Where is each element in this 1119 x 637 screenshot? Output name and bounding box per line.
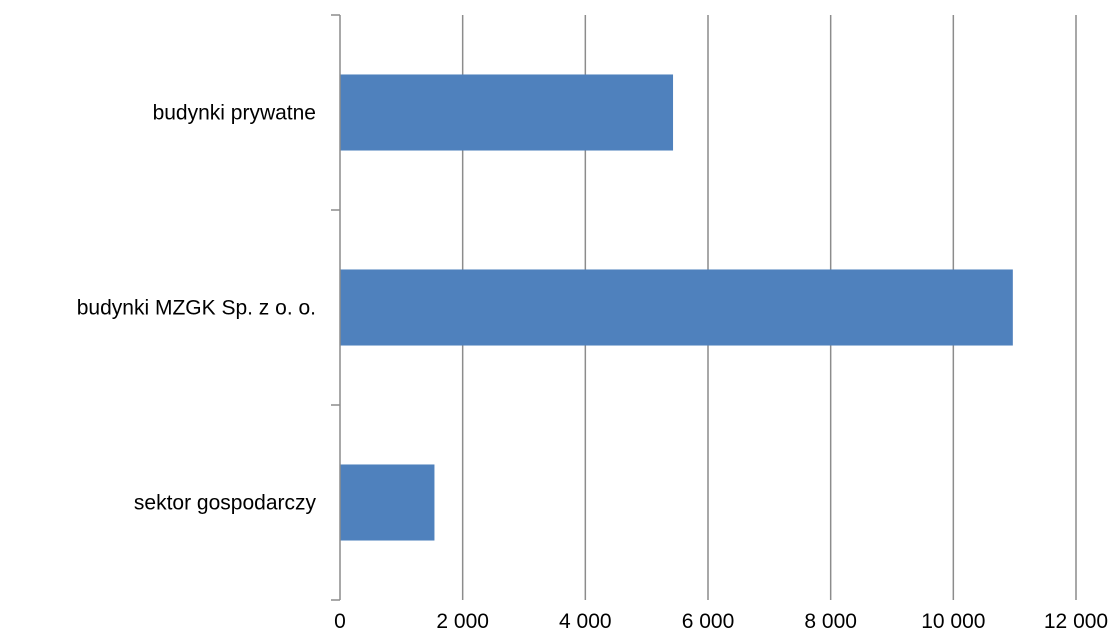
x-axis-tick-labels: 0 2 000 4 000 6 000 8 000 10 000 12 000 xyxy=(334,610,1108,633)
x-tick-label: 12 000 xyxy=(1044,610,1108,633)
category-labels: budynki prywatne budynki MZGK Sp. z o. o.… xyxy=(77,102,317,515)
x-tick-label: 6 000 xyxy=(682,610,735,633)
y-axis xyxy=(331,14,341,601)
bar xyxy=(340,74,674,151)
category-label: sektor gospodarczy xyxy=(134,492,317,515)
x-tick-label: 4 000 xyxy=(559,610,612,633)
bars xyxy=(340,74,1013,541)
x-tick-label: 0 xyxy=(334,610,346,633)
bar xyxy=(340,464,435,541)
x-tick-label: 8 000 xyxy=(804,610,857,633)
x-tick-label: 10 000 xyxy=(921,610,985,633)
category-label: budynki MZGK Sp. z o. o. xyxy=(77,297,316,320)
category-label: budynki prywatne xyxy=(153,102,316,125)
x-tick-label: 2 000 xyxy=(436,610,489,633)
bar xyxy=(340,269,1013,346)
